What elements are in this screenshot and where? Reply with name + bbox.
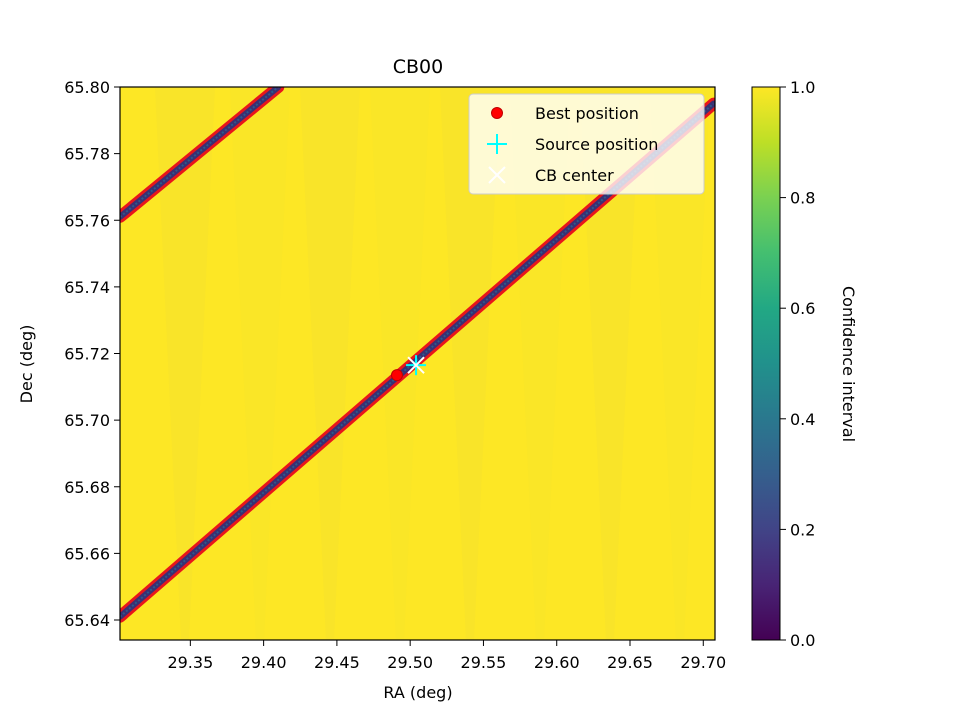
chart-title: CB00 [393, 56, 443, 78]
y-tick-label: 65.76 [64, 211, 110, 230]
heatmap-texture-wedge [230, 87, 290, 640]
marker-best-position [491, 107, 503, 119]
heatmap-texture [155, 87, 710, 640]
heatmap-texture-wedge [370, 87, 430, 640]
heatmap-texture-wedge [300, 87, 360, 640]
legend: Best position Source position CB center [468, 93, 705, 195]
y-tick-label: 65.78 [64, 145, 110, 164]
plot-frame [119, 86, 716, 641]
colorbar-ticks: 0.0 0.2 0.4 0.6 0.8 1.0 [780, 78, 815, 650]
y-tick-label: 65.68 [64, 478, 110, 497]
colorbar-tick-label: 0.6 [790, 299, 815, 318]
x-tick-label: 29.35 [167, 653, 213, 672]
x-tick-label: 29.60 [534, 653, 580, 672]
colorbar-tick-label: 0.8 [790, 189, 815, 208]
marker-source-position [487, 134, 507, 154]
x-axis: 29.35 29.40 29.45 29.50 29.55 29.60 29.65 29.70 [167, 640, 726, 672]
x-tick-label: 29.40 [241, 653, 287, 672]
colorbar-label: Confidence interval [839, 286, 858, 442]
x-tick-label: 29.70 [680, 653, 726, 672]
x-axis-label: RA (deg) [383, 683, 452, 702]
legend-label: Source position [535, 135, 658, 154]
marker-cb-center [407, 356, 425, 374]
marker-best-position [390, 369, 403, 382]
heatmap-texture-wedge [510, 87, 570, 640]
colorbar-tick-label: 0.4 [790, 410, 815, 429]
x-tick-label: 29.55 [461, 653, 507, 672]
heatmap-texture-wedge [580, 87, 640, 640]
y-tick-label: 65.74 [64, 278, 110, 297]
y-axis-label: Dec (deg) [17, 325, 36, 404]
colorbar [751, 86, 781, 641]
y-axis: 65.64 65.66 65.68 65.70 65.72 65.74 65.76 65.78… [64, 78, 120, 630]
y-tick-label: 65.64 [64, 611, 110, 630]
marker-layer [390, 355, 427, 382]
x-tick-label: 29.50 [387, 653, 433, 672]
marker-cb-center [488, 166, 506, 184]
y-tick-label: 65.72 [64, 345, 110, 364]
legend-box [468, 93, 705, 195]
legend-label: CB center [535, 166, 614, 185]
heatmap-texture-wedge [650, 87, 710, 640]
y-tick-label: 65.70 [64, 411, 110, 430]
legend-entry: CB center [488, 166, 614, 185]
colorbar-tick-label: 0.0 [790, 631, 815, 650]
colorbar-tick-label: 1.0 [790, 78, 815, 97]
legend-entry: Best position [491, 104, 639, 123]
x-tick-label: 29.65 [607, 653, 653, 672]
colorbar-tick-label: 0.2 [790, 520, 815, 539]
y-tick-label: 65.80 [64, 78, 110, 97]
heatmap-band [120, 87, 282, 220]
legend-entry: Source position [487, 134, 658, 154]
legend-label: Best position [535, 104, 639, 123]
heatmap-texture-wedge [155, 87, 215, 640]
y-tick-label: 65.66 [64, 544, 110, 563]
heatmap-texture-wedge [440, 87, 500, 640]
x-tick-label: 29.45 [314, 653, 360, 672]
